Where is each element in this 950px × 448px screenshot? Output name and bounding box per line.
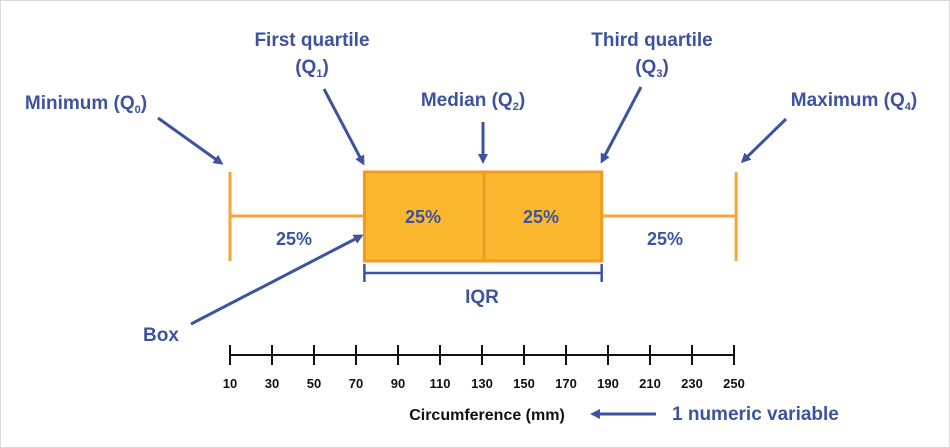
third-quartile-title: Third quartile: [591, 30, 712, 51]
x-tick-label-70: 70: [349, 376, 363, 391]
third-quartile-symbol: (Q3): [635, 57, 669, 80]
pct-label-box-upper: 25%: [523, 207, 559, 227]
minimum-label: Minimum (Q0): [25, 93, 147, 116]
minimum-arrow: [157, 116, 224, 165]
first-quartile-title: First quartile: [254, 30, 369, 51]
maximum-text: Maximum (Q: [791, 90, 905, 111]
maximum-subscript: 4: [905, 101, 912, 113]
maximum-label: Maximum (Q4): [791, 90, 917, 113]
first-quartile-subscript: 1: [316, 68, 322, 80]
x-tick-label-150: 150: [513, 376, 535, 391]
x-tick-label-170: 170: [555, 376, 577, 391]
median-subscript: 2: [513, 101, 519, 113]
third-quartile-label: Third quartile (Q3): [591, 30, 712, 80]
x-tick-label-190: 190: [597, 376, 619, 391]
box-lower-half: [362, 170, 486, 263]
third-quartile-sym: (Q: [635, 57, 656, 78]
first-quartile-close: ): [322, 57, 328, 78]
x-tick-label-30: 30: [265, 376, 279, 391]
third-quartile-arrow: [600, 86, 643, 164]
first-quartile-sym: (Q: [295, 57, 316, 78]
median-text: Median (Q: [421, 90, 513, 111]
x-tick-label-130: 130: [471, 376, 493, 391]
median-label: Median (Q2): [421, 90, 525, 113]
x-tick-label-230: 230: [681, 376, 703, 391]
first-quartile-label: First quartile (Q1): [254, 30, 369, 80]
x-tick-label-50: 50: [307, 376, 321, 391]
third-quartile-subscript: 3: [656, 68, 662, 80]
box-label: Box: [143, 325, 179, 346]
minimum-subscript: 0: [135, 104, 141, 116]
first-quartile-symbol: (Q1): [295, 57, 329, 80]
pct-label-box-lower: 25%: [405, 207, 441, 227]
x-tick-label-10: 10: [223, 376, 237, 391]
median-close: ): [519, 90, 525, 111]
third-quartile-close: ): [662, 57, 668, 78]
variable-note: 1 numeric variable: [672, 404, 839, 425]
pct-label-lower-whisker: 25%: [276, 229, 312, 249]
iqr-label: IQR: [465, 287, 499, 308]
box-upper-half: [482, 170, 604, 263]
first-quartile-arrow: [322, 88, 365, 166]
x-tick-label-90: 90: [391, 376, 405, 391]
minimum-text: Minimum (Q: [25, 93, 135, 114]
x-axis-ticks: 10 30 50 70 90 110 130 150 170 190 210 230 250: [223, 345, 745, 391]
x-tick-label-110: 110: [430, 376, 451, 391]
minimum-close: ): [141, 93, 147, 114]
pct-label-upper-whisker: 25%: [647, 229, 683, 249]
maximum-close: ): [911, 90, 917, 111]
x-tick-label-250: 250: [723, 376, 745, 391]
x-axis-title: Circumference (mm): [409, 407, 565, 424]
x-tick-label-210: 210: [639, 376, 661, 391]
maximum-arrow: [740, 117, 788, 164]
box-arrow: [190, 234, 364, 326]
